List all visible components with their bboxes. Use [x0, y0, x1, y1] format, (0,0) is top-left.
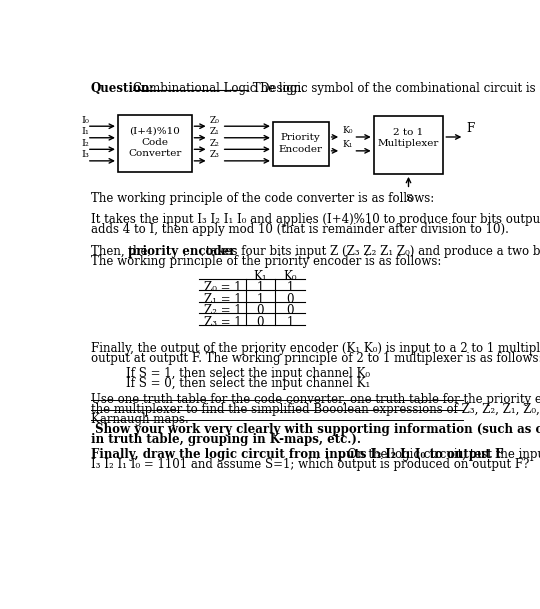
- Text: Multiplexer: Multiplexer: [378, 139, 439, 149]
- Text: F: F: [466, 122, 474, 135]
- Text: Question:: Question:: [91, 82, 154, 96]
- Text: Z₁: Z₁: [210, 127, 220, 136]
- Text: Z₃: Z₃: [210, 150, 220, 160]
- Text: K₀: K₀: [283, 270, 296, 283]
- Text: Priority: Priority: [281, 133, 321, 142]
- Text: in truth table, grouping in K-maps, etc.).: in truth table, grouping in K-maps, etc.…: [91, 432, 361, 446]
- Text: Z₂: Z₂: [210, 139, 220, 148]
- Text: K₁: K₁: [254, 270, 267, 283]
- Text: (I+4)%10: (I+4)%10: [129, 126, 180, 135]
- Text: I₁: I₁: [82, 127, 89, 136]
- Text: Code: Code: [141, 138, 168, 147]
- Text: 1: 1: [286, 315, 294, 329]
- Text: The working principle of the priority encoder is as follows:: The working principle of the priority en…: [91, 255, 441, 268]
- Text: 1: 1: [286, 281, 294, 294]
- Text: 0: 0: [256, 315, 264, 329]
- Text: Show your work very clearly with supporting information (such as output values: Show your work very clearly with support…: [91, 423, 540, 435]
- Text: Use one truth table for the code converter, one truth table for the priority enc: Use one truth table for the code convert…: [91, 393, 540, 406]
- Text: S: S: [405, 194, 412, 203]
- Text: Encoder: Encoder: [279, 145, 323, 153]
- Text: It takes the input I₃ I₂ I₁ I₀ and applies (I+4)%10 to produce four bits output : It takes the input I₃ I₂ I₁ I₀ and appli…: [91, 213, 540, 226]
- Text: output at output F. The working principle of 2 to 1 multiplexer is as follows:: output at output F. The working principl…: [91, 352, 540, 365]
- Text: If S = 1, then select the input channel K₀: If S = 1, then select the input channel …: [126, 367, 369, 380]
- Text: K₀: K₀: [342, 127, 353, 135]
- Text: 0: 0: [256, 304, 264, 317]
- Text: Finally, draw the logic circuit from inputs I₃ I₂ I₁ I₀ to output F: Finally, draw the logic circuit from inp…: [91, 448, 503, 461]
- Text: I₀: I₀: [82, 116, 89, 125]
- Text: I₃ I₂ I₁ I₀ = 1101 and assume S=1; which output is produced on output F?: I₃ I₂ I₁ I₀ = 1101 and assume S=1; which…: [91, 458, 529, 471]
- Text: 1: 1: [257, 292, 264, 306]
- Text: Then, the: Then, the: [91, 245, 151, 258]
- Text: If S = 0, then select the input channel K₁: If S = 0, then select the input channel …: [126, 377, 370, 390]
- Text: Z₂ = 1: Z₂ = 1: [204, 304, 241, 317]
- Text: Combinational Logic Design.: Combinational Logic Design.: [133, 82, 306, 96]
- Bar: [273, 122, 329, 166]
- Text: I₂: I₂: [82, 139, 89, 148]
- Text: takes four bits input Z (Z₃ Z₂ Z₁ Z₀) and produce a two bit code K (K₁ K₀).: takes four bits input Z (Z₃ Z₂ Z₁ Z₀) an…: [201, 245, 540, 258]
- Text: Z₀: Z₀: [210, 116, 220, 125]
- Text: Z₃ = 1: Z₃ = 1: [204, 315, 241, 329]
- Text: Karnaugh maps.: Karnaugh maps.: [91, 413, 188, 426]
- Text: The logic symbol of the combinational circuit is given below.: The logic symbol of the combinational ci…: [249, 82, 540, 96]
- Text: Finally, the output of the priority encoder (K₁ K₀) is input to a 2 to 1 multipl: Finally, the output of the priority enco…: [91, 342, 540, 355]
- Text: Z₁ = 1: Z₁ = 1: [204, 292, 241, 306]
- Text: 2 to 1: 2 to 1: [393, 128, 423, 137]
- Text: 0: 0: [286, 292, 294, 306]
- Text: I₃: I₃: [82, 150, 89, 160]
- Text: the multiplexer to find the simplified Booolean expressions of Z₃, Z₂, Z₁, Z₀, K: the multiplexer to find the simplified B…: [91, 403, 540, 415]
- Text: The working principle of the code converter is as follows:: The working principle of the code conver…: [91, 192, 434, 205]
- Text: . On the logic circuit, test the input: . On the logic circuit, test the input: [340, 448, 540, 461]
- Text: Z₀ = 1: Z₀ = 1: [204, 281, 241, 294]
- Text: 0: 0: [286, 304, 294, 317]
- Text: adds 4 to I, then apply mod 10 (that is remainder after division to 10).: adds 4 to I, then apply mod 10 (that is …: [91, 224, 509, 236]
- Text: K₁: K₁: [342, 140, 353, 149]
- Bar: [374, 116, 443, 174]
- Bar: [118, 114, 192, 172]
- Text: priority encoder: priority encoder: [128, 245, 235, 258]
- Text: 1: 1: [257, 281, 264, 294]
- Text: Converter: Converter: [128, 149, 181, 158]
